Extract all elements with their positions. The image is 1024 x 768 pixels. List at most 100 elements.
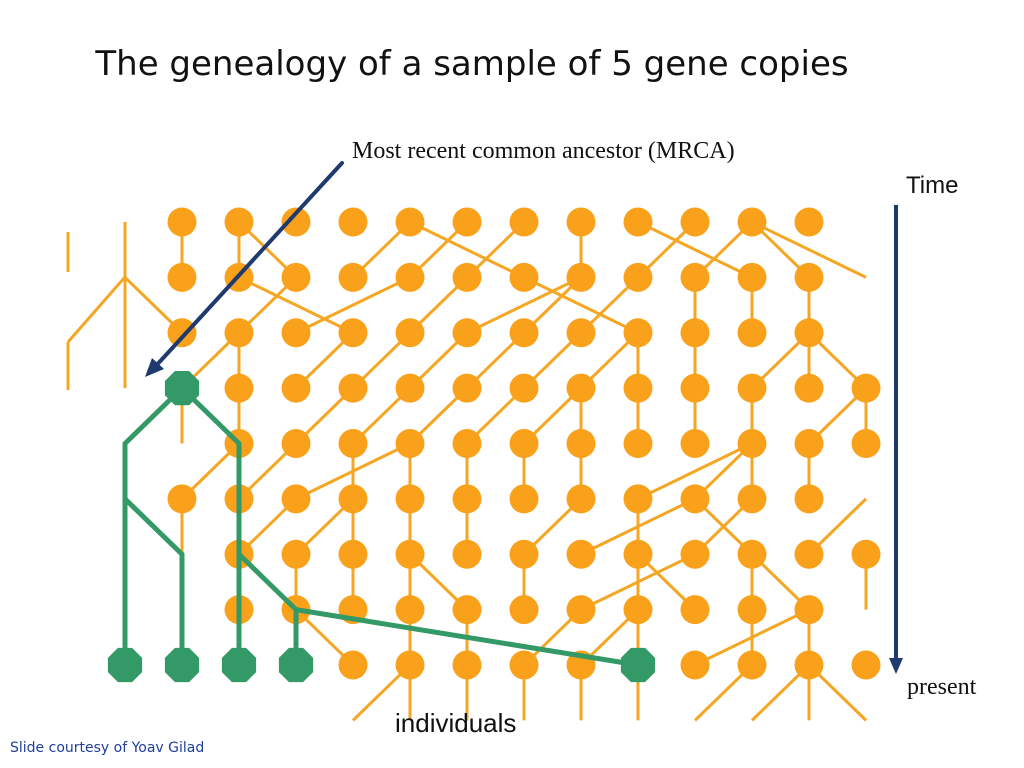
lineage-link	[295, 276, 411, 335]
gene-copy	[452, 207, 482, 237]
gene-copy	[395, 207, 425, 237]
gene-copy	[851, 650, 881, 680]
gene-copy	[395, 595, 425, 625]
gene-copy	[452, 595, 482, 625]
gene-copy	[737, 207, 767, 237]
time-axis-arrowhead	[889, 658, 903, 674]
sampled-gene-copy	[221, 647, 257, 683]
gene-copy	[680, 650, 710, 680]
gene-copy	[281, 262, 311, 292]
gene-copy	[281, 429, 311, 458]
gene-copy	[452, 484, 482, 514]
gene-copy	[737, 429, 767, 458]
gene-copy	[167, 318, 197, 348]
gene-copy	[566, 262, 596, 292]
gene-copy	[566, 595, 596, 625]
gene-copy	[794, 373, 824, 403]
gene-copy	[395, 484, 425, 514]
gene-copy	[395, 262, 425, 292]
gene-copy	[338, 207, 368, 237]
gene-copy	[224, 373, 254, 403]
gene-copy	[509, 539, 539, 569]
gene-copy	[281, 373, 311, 403]
slide-title: The genealogy of a sample of 5 gene copi…	[95, 44, 849, 84]
gene-copy	[794, 429, 824, 458]
gene-copy	[281, 318, 311, 348]
gene-copy	[452, 539, 482, 569]
truncated-lineages	[66, 232, 127, 390]
gene-copy	[338, 262, 368, 292]
gene-copy	[623, 484, 653, 514]
gene-copy	[509, 373, 539, 403]
gene-copy	[452, 373, 482, 403]
gene-copy	[509, 207, 539, 237]
gene-copy	[224, 318, 254, 348]
gene-copy	[566, 207, 596, 237]
gene-copy	[338, 318, 368, 348]
gene-copy	[338, 484, 368, 514]
gene-copy	[281, 207, 311, 237]
gene-copy	[281, 539, 311, 569]
gene-copy	[623, 429, 653, 458]
gene-copy	[623, 595, 653, 625]
gene-copy	[509, 484, 539, 514]
parent-child-links	[123, 220, 868, 722]
gene-copy	[737, 484, 767, 514]
gene-copy	[338, 373, 368, 403]
gene-copy	[794, 539, 824, 569]
slide-credit: Slide courtesy of Yoav Gilad	[10, 740, 205, 756]
gene-copy	[737, 595, 767, 625]
lineage-link	[409, 220, 525, 279]
gene-copy	[281, 484, 311, 514]
gene-copy	[509, 262, 539, 292]
lineage-link	[751, 220, 867, 279]
gene-copy	[680, 318, 710, 348]
gene-copy	[167, 207, 197, 237]
sample-lineage	[295, 607, 639, 668]
gene-copy	[338, 429, 368, 458]
gene-copy	[623, 539, 653, 569]
gene-copy	[167, 484, 197, 514]
lineage-link	[637, 442, 753, 501]
gene-copy	[224, 207, 254, 237]
gene-copy	[794, 207, 824, 237]
gene-copy	[737, 650, 767, 680]
gene-copy	[623, 207, 653, 237]
gene-copy	[680, 207, 710, 237]
gene-copy	[851, 373, 881, 403]
gene-copy	[566, 318, 596, 348]
gene-copy	[851, 539, 881, 569]
gene-copy	[794, 262, 824, 292]
gene-copy	[566, 539, 596, 569]
sampled-gene-copy	[164, 647, 200, 683]
gene-copy	[509, 595, 539, 625]
gene-copy	[680, 595, 710, 625]
gene-copy	[851, 429, 881, 458]
gene-copy	[794, 484, 824, 514]
gene-copy	[680, 262, 710, 292]
gene-copy	[737, 318, 767, 348]
gene-copy	[680, 373, 710, 403]
sampled-gene-copy	[278, 647, 314, 683]
gene-copy	[509, 318, 539, 348]
gene-copy-nodes	[167, 207, 881, 680]
individuals-label: individuals	[395, 708, 517, 738]
sample-lineage	[180, 386, 242, 665]
gene-copy	[395, 650, 425, 680]
gene-copy	[452, 318, 482, 348]
lineage-link	[637, 220, 753, 279]
gene-copy	[623, 318, 653, 348]
gene-copy	[794, 650, 824, 680]
gene-copy	[452, 262, 482, 292]
mrca-pointer-arrowhead	[145, 358, 164, 377]
mrca-pointer-arrow	[152, 161, 344, 370]
gene-copy	[452, 429, 482, 458]
mrca-node	[164, 371, 200, 406]
gene-copy	[680, 539, 710, 569]
gene-copy	[794, 318, 824, 348]
gene-copy	[737, 373, 767, 403]
annotation-arrows	[145, 161, 903, 674]
gene-copy	[509, 429, 539, 458]
present-label: present	[907, 674, 977, 700]
